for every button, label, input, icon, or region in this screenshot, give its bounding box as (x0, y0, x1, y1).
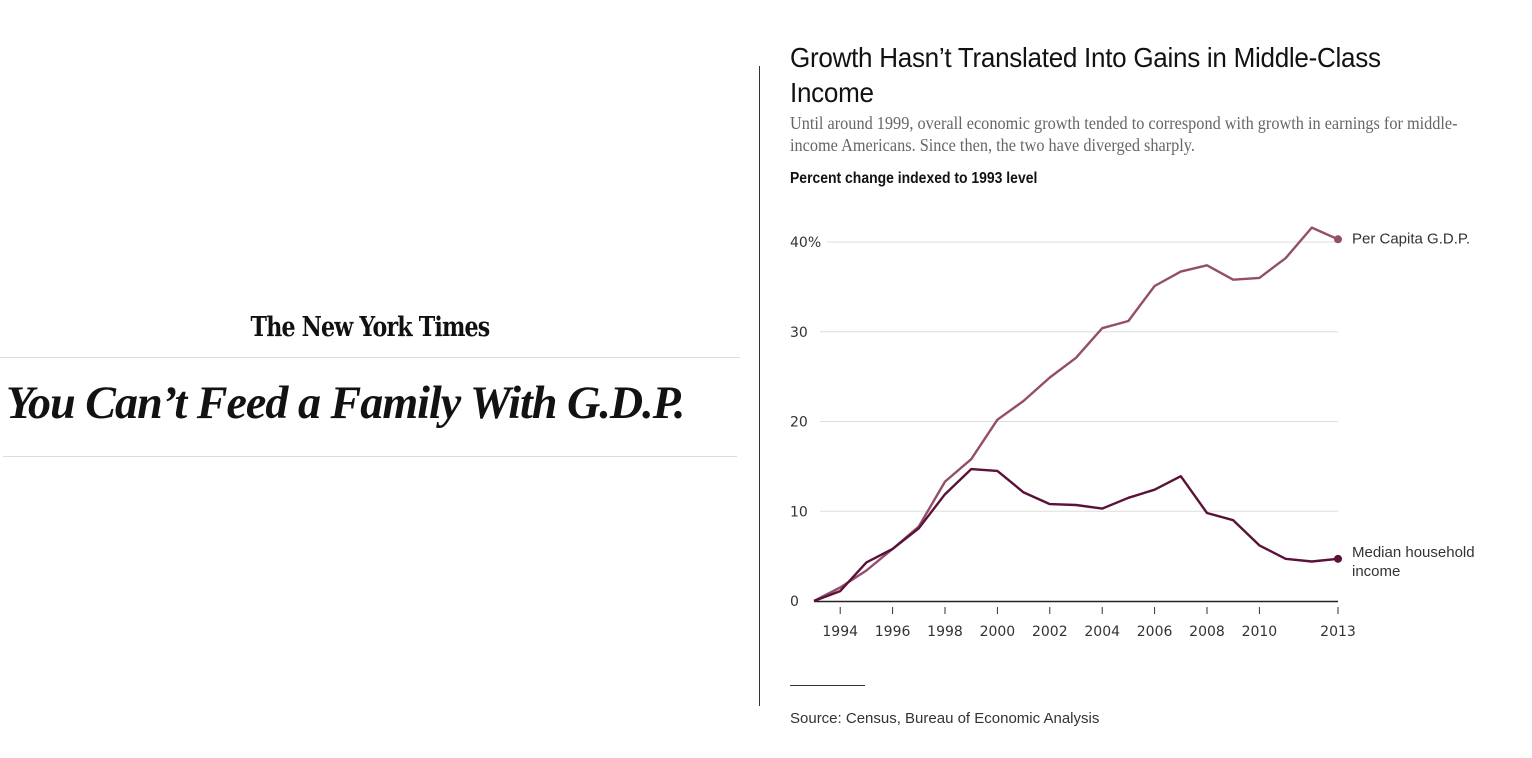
x-tick-label: 2002 (1032, 624, 1068, 640)
x-tick-label: 2004 (1084, 624, 1120, 640)
y-axis-label: Percent change indexed to 1993 level (790, 170, 1038, 187)
x-tick-label: 2000 (980, 624, 1016, 640)
y-tick-label: 30 (790, 325, 808, 341)
x-tick-label: 2008 (1189, 624, 1225, 640)
masthead-divider (0, 357, 740, 358)
gdp-end-point (1334, 235, 1342, 244)
legend-label-income: income (1352, 563, 1400, 580)
y-tick-label: 10 (790, 504, 808, 520)
article-header: The New York Times You Can’t Feed a Fami… (0, 0, 740, 758)
x-tick-label: 2006 (1137, 624, 1173, 640)
income-end-point (1334, 554, 1342, 563)
legend-label-income: Median household (1352, 544, 1475, 561)
legend-label-gdp: Per Capita G.D.P. (1352, 230, 1470, 247)
chart-title: Growth Hasn’t Translated Into Gains in M… (790, 42, 1381, 108)
nyt-logo[interactable]: The New York Times (250, 312, 491, 343)
x-tick-label: 2010 (1242, 624, 1278, 640)
x-tick-label: 1994 (822, 624, 858, 640)
source-note: Source: Census, Bureau of Economic Analy… (790, 710, 1100, 727)
source-divider (790, 685, 865, 686)
x-tick-label: 1996 (875, 624, 911, 640)
chart-subtitle: Until around 1999, overall economic grow… (790, 113, 1458, 155)
y-tick-label: 0 (790, 594, 799, 610)
column-divider (759, 66, 760, 706)
y-tick-label: 20 (790, 415, 808, 431)
article-headline: You Can’t Feed a Family With G.D.P. (6, 377, 685, 429)
x-tick-label: 2013 (1320, 624, 1356, 640)
x-tick-label: 1998 (927, 624, 963, 640)
headline-divider (3, 456, 737, 457)
y-tick-label: 40% (790, 235, 821, 251)
income-line (813, 467, 1339, 603)
